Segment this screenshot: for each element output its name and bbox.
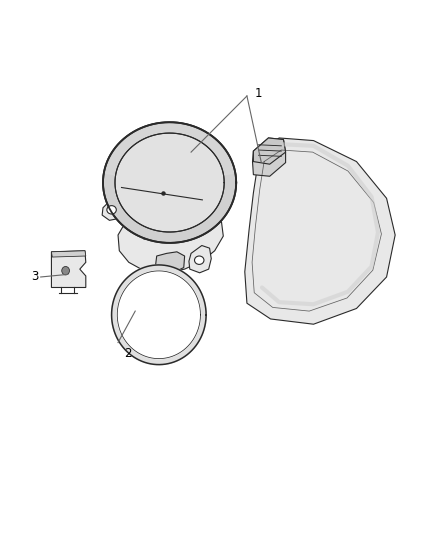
Polygon shape [189,246,211,273]
Polygon shape [103,122,236,243]
Polygon shape [51,251,86,257]
Text: 3: 3 [31,270,39,284]
Polygon shape [245,138,395,324]
Polygon shape [154,206,162,239]
Ellipse shape [194,256,204,264]
Ellipse shape [62,266,70,275]
Polygon shape [112,265,206,365]
Polygon shape [144,206,152,239]
Polygon shape [113,193,127,210]
Polygon shape [104,122,235,175]
Polygon shape [51,251,86,287]
Text: 1: 1 [254,87,262,100]
Polygon shape [115,133,224,232]
Polygon shape [118,203,223,273]
Polygon shape [117,271,201,359]
Polygon shape [253,138,286,164]
Polygon shape [253,138,286,176]
Text: 2: 2 [124,347,132,360]
Ellipse shape [107,206,117,214]
Polygon shape [155,252,185,272]
Polygon shape [102,198,124,220]
